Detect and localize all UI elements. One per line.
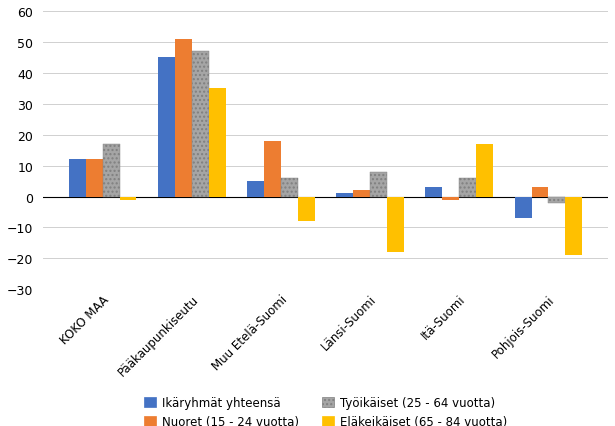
Bar: [459, 178, 476, 197]
Bar: [264, 141, 281, 197]
Legend: Ikäryhmät yhteensä, Nuoret (15 - 24 vuotta), Työikäiset (25 - 64 vuotta), Eläkei: Ikäryhmät yhteensä, Nuoret (15 - 24 vuot…: [144, 397, 507, 426]
Bar: [192, 52, 208, 197]
Bar: [336, 194, 353, 197]
Bar: [119, 197, 137, 200]
Bar: [208, 89, 226, 197]
Bar: [85, 160, 103, 197]
Bar: [370, 173, 387, 197]
Bar: [158, 58, 175, 197]
Bar: [549, 197, 565, 203]
Bar: [69, 160, 85, 197]
Bar: [426, 188, 442, 197]
Bar: [387, 197, 404, 253]
Bar: [298, 197, 315, 222]
Bar: [476, 144, 493, 197]
Bar: [515, 197, 531, 219]
Bar: [442, 197, 459, 200]
Bar: [247, 181, 264, 197]
Bar: [353, 191, 370, 197]
Bar: [175, 40, 192, 197]
Bar: [281, 178, 298, 197]
Bar: [103, 144, 119, 197]
Bar: [531, 188, 549, 197]
Bar: [565, 197, 582, 256]
